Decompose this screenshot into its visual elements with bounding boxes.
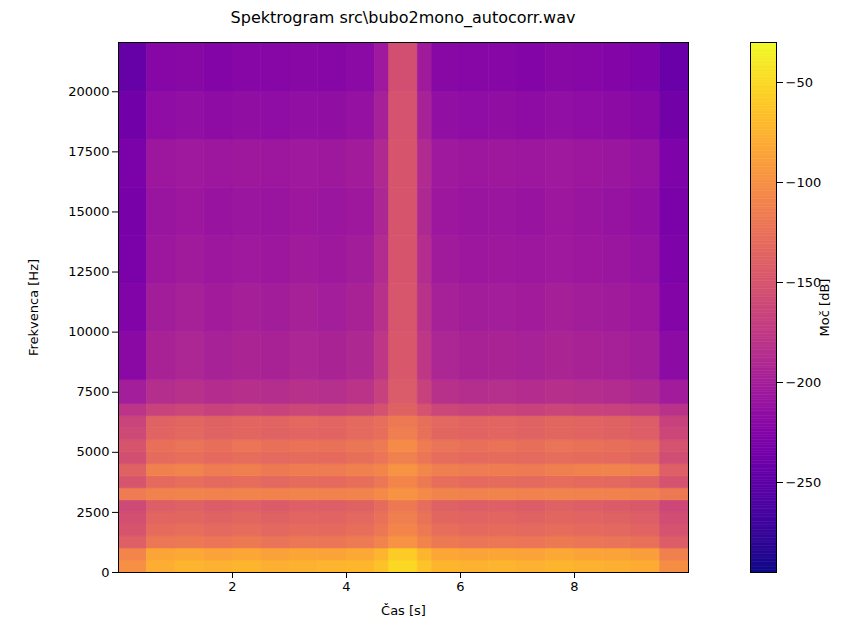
svg-text:20000: 20000 xyxy=(68,84,109,99)
svg-text:Čas [s]: Čas [s] xyxy=(381,603,426,618)
svg-text:7500: 7500 xyxy=(76,384,109,399)
svg-text:2: 2 xyxy=(228,579,236,594)
svg-text:6: 6 xyxy=(456,579,464,594)
svg-text:Frekvenca [Hz]: Frekvenca [Hz] xyxy=(26,259,41,356)
html-text:Spektrogram src\bubo2mono_auto: Spektrogram src\bubo2mono_autocorr.wav xyxy=(230,8,576,27)
svg-text:4: 4 xyxy=(342,579,350,594)
svg-text:0: 0 xyxy=(101,565,109,580)
svg-text:−150: −150 xyxy=(785,274,822,290)
svg-text:17500: 17500 xyxy=(68,144,109,159)
svg-text:2500: 2500 xyxy=(76,505,109,520)
svg-text:10000: 10000 xyxy=(68,324,109,339)
svg-text:−50: −50 xyxy=(786,75,813,90)
svg-text:8: 8 xyxy=(570,579,578,594)
svg-text:−200: −200 xyxy=(786,375,822,390)
svg-text:−100: −100 xyxy=(786,175,822,190)
svg-text:12500: 12500 xyxy=(68,264,109,279)
svg-text:−250: −250 xyxy=(786,475,822,490)
svg-text:5000: 5000 xyxy=(76,444,109,459)
svg-text:Moč [dB]: Moč [dB] xyxy=(817,279,832,337)
svg-text:15000: 15000 xyxy=(68,204,109,219)
